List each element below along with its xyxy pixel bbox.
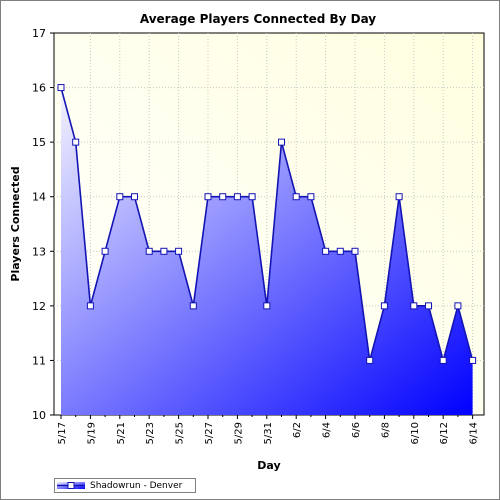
data-point <box>189 302 197 310</box>
data-point <box>410 302 418 310</box>
x-tick-label: 5/17 <box>57 422 68 444</box>
y-tick-label: 16 <box>32 82 46 95</box>
y-tick-label: 15 <box>32 136 46 149</box>
data-point <box>233 193 241 201</box>
x-tick-label: 6/4 <box>322 422 333 438</box>
x-tick-label: 6/6 <box>351 422 362 438</box>
x-tick-label: 6/8 <box>380 422 391 438</box>
x-tick-label: 5/23 <box>145 422 156 444</box>
data-point <box>131 193 138 201</box>
data-point <box>116 193 124 201</box>
x-tick-label: 6/2 <box>292 422 303 438</box>
x-tick-label: 5/21 <box>116 422 127 444</box>
data-point <box>322 247 330 255</box>
data-point <box>439 356 447 364</box>
data-point <box>263 302 271 310</box>
x-tick-label: 5/25 <box>175 422 186 444</box>
y-tick-label: 12 <box>32 300 46 313</box>
data-point <box>307 193 315 201</box>
data-point <box>160 247 168 255</box>
x-tick-label: 5/29 <box>233 422 244 444</box>
data-point <box>72 138 80 146</box>
data-point <box>395 193 403 201</box>
x-tick-label: 5/19 <box>86 422 97 444</box>
x-tick-label: 6/12 <box>439 422 450 444</box>
y-axis-label: Players Connected <box>9 166 22 281</box>
legend: Shadowrun - Denver <box>54 478 196 493</box>
data-point <box>204 193 212 201</box>
x-tick-label: 5/27 <box>204 422 215 444</box>
data-point <box>292 193 300 201</box>
data-point <box>469 356 477 364</box>
data-point <box>57 84 65 92</box>
data-point <box>101 247 109 255</box>
y-tick-label: 11 <box>32 354 46 367</box>
data-point <box>351 247 359 255</box>
data-point <box>248 193 256 201</box>
data-points <box>57 84 477 364</box>
x-axis: 5/17 5/19 5/21 5/23 5/25 5/27 5/29 5/31 6/2 6/4 6/… <box>57 415 480 444</box>
legend-swatch <box>57 482 85 489</box>
data-point <box>219 193 227 201</box>
legend-label: Shadowrun - Denver <box>90 480 183 491</box>
x-tick-label: 6/10 <box>410 422 421 444</box>
y-tick-label: 10 <box>32 409 46 422</box>
data-point <box>366 356 374 364</box>
series-area <box>61 87 473 416</box>
data-point <box>145 247 153 255</box>
x-tick-label: 5/31 <box>263 422 274 444</box>
y-tick-label: 17 <box>32 27 46 40</box>
data-point <box>86 302 94 310</box>
data-point <box>175 247 183 255</box>
y-tick-label: 13 <box>32 245 46 258</box>
y-axis: 10 11 12 13 14 15 16 17 <box>32 27 54 422</box>
data-point <box>425 302 432 310</box>
data-point <box>380 302 388 310</box>
y-tick-label: 14 <box>32 191 46 204</box>
data-point <box>454 302 462 310</box>
x-tick-label: 6/14 <box>469 422 480 444</box>
data-point <box>336 247 344 255</box>
chart-title: Average Players Connected By Day <box>140 12 376 26</box>
x-axis-label: Day <box>257 459 280 472</box>
data-point <box>278 138 285 146</box>
